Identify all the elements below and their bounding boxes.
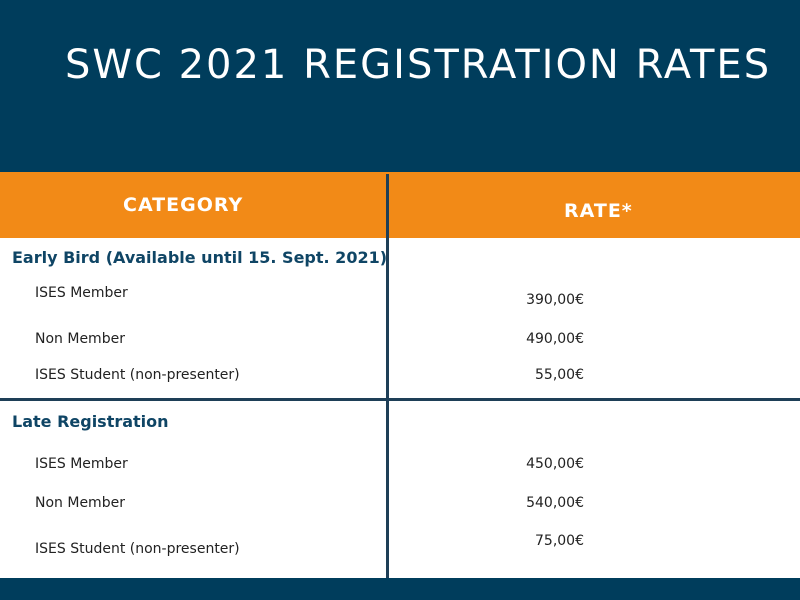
row-label-early-isess-student: ISES Student (non-presenter) <box>35 367 240 383</box>
row-label-late-isess-member: ISES Member <box>35 456 128 472</box>
column-header-category: CATEGORY <box>123 194 244 216</box>
column-header-bar <box>0 172 800 238</box>
footer-bar <box>0 578 800 600</box>
header-banner: SWC 2021 REGISTRATION RATES <box>0 0 800 172</box>
column-header-rate: RATE* <box>564 200 633 222</box>
row-label-early-non-member: Non Member <box>35 331 125 347</box>
section-divider <box>0 398 800 401</box>
row-rate-late-isess-student: 75,00€ <box>535 533 584 549</box>
page-title: SWC 2021 REGISTRATION RATES <box>65 42 772 88</box>
row-rate-late-isess-member: 450,00€ <box>526 456 584 472</box>
row-label-early-isess-member: ISES Member <box>35 285 128 301</box>
row-label-late-isess-student: ISES Student (non-presenter) <box>35 541 240 557</box>
row-rate-late-non-member: 540,00€ <box>526 495 584 511</box>
row-rate-early-isess-member: 390,00€ <box>526 292 584 308</box>
row-rate-early-non-member: 490,00€ <box>526 331 584 347</box>
section-title-late-registration: Late Registration <box>12 412 169 431</box>
column-divider <box>386 174 389 578</box>
row-label-late-non-member: Non Member <box>35 495 125 511</box>
section-title-early-bird: Early Bird (Available until 15. Sept. 20… <box>12 248 388 267</box>
row-rate-early-isess-student: 55,00€ <box>535 367 584 383</box>
